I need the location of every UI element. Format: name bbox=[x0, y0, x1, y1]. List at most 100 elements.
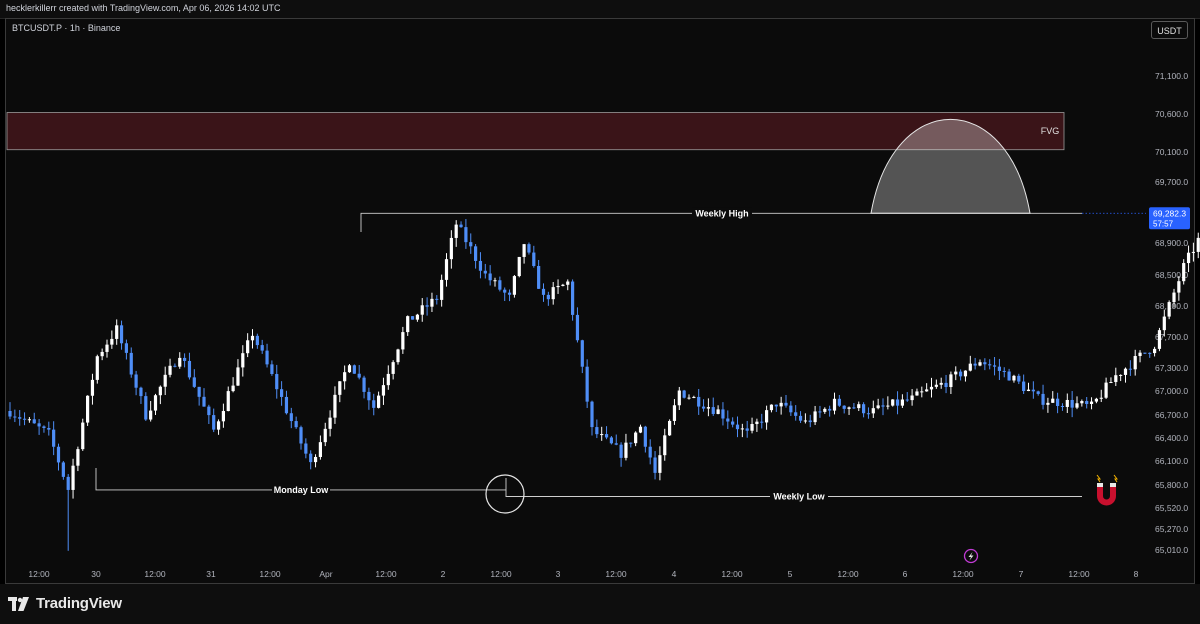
candle-body bbox=[580, 340, 584, 367]
candle-body bbox=[828, 408, 832, 411]
candle-body bbox=[697, 396, 701, 407]
candle-body bbox=[910, 395, 914, 401]
candle-body bbox=[22, 418, 27, 420]
candle-body bbox=[1186, 252, 1191, 264]
candle-body bbox=[265, 350, 269, 365]
candle-body bbox=[280, 389, 284, 397]
candle-body bbox=[1153, 348, 1157, 354]
candle-body bbox=[420, 305, 424, 315]
lightning-bolt bbox=[968, 552, 974, 561]
candle-body bbox=[66, 476, 70, 490]
candle-body bbox=[86, 395, 90, 423]
tradingview-logo[interactable]: TradingView bbox=[8, 595, 122, 612]
lightning-icon[interactable] bbox=[963, 548, 979, 564]
candle-body bbox=[1031, 389, 1035, 392]
candle-body bbox=[604, 434, 609, 438]
candle-body bbox=[1056, 398, 1060, 406]
magnet-spark-right bbox=[1113, 474, 1118, 483]
x-tick-label: 31 bbox=[206, 569, 216, 579]
y-tick-label: 71,100.0 bbox=[1155, 71, 1188, 81]
weekly-low-line bbox=[505, 478, 1082, 497]
candle-body bbox=[852, 407, 856, 409]
y-tick-label: 70,100.0 bbox=[1155, 147, 1188, 157]
candle-body bbox=[895, 399, 900, 406]
candle-body bbox=[294, 421, 298, 428]
candle-body bbox=[784, 402, 788, 406]
candle-body bbox=[517, 256, 521, 277]
candle-body bbox=[1012, 375, 1016, 381]
y-tick-label: 68,500.0 bbox=[1155, 270, 1188, 280]
candle-body bbox=[250, 335, 255, 341]
x-tick-label: 12:00 bbox=[1068, 569, 1090, 579]
candle-body bbox=[1085, 401, 1089, 404]
tradingview-logo-text: TradingView bbox=[36, 595, 122, 612]
candle-body bbox=[81, 422, 85, 450]
y-tick-label: 66,100.0 bbox=[1155, 456, 1188, 466]
candle-body bbox=[663, 435, 667, 456]
y-tick-label: 69,700.0 bbox=[1155, 177, 1188, 187]
candle-body bbox=[1089, 401, 1094, 404]
candle-body bbox=[216, 421, 221, 430]
candle-body bbox=[163, 374, 167, 387]
candle-body bbox=[1109, 382, 1113, 384]
candle-body bbox=[1007, 371, 1011, 381]
candle-body bbox=[692, 396, 696, 398]
candle-body bbox=[1041, 393, 1045, 405]
lightning-ring bbox=[963, 548, 979, 564]
candle-body bbox=[648, 446, 652, 458]
magnet-tip-right bbox=[1110, 483, 1116, 487]
candle-body bbox=[537, 265, 541, 289]
candle-body bbox=[983, 362, 987, 365]
candle-body bbox=[362, 377, 366, 392]
candle-body bbox=[1026, 389, 1031, 392]
candle-body bbox=[1177, 281, 1181, 293]
candle-body bbox=[687, 397, 691, 399]
magnet-icon[interactable] bbox=[1096, 474, 1118, 506]
candle-body bbox=[284, 396, 289, 414]
y-tick-label: 65,270.0 bbox=[1155, 524, 1188, 534]
candle-body bbox=[318, 442, 322, 457]
candle-body bbox=[706, 407, 710, 409]
candle-body bbox=[609, 437, 613, 444]
candle-body bbox=[1036, 391, 1040, 394]
candle-body bbox=[866, 413, 871, 415]
candle-body bbox=[1148, 352, 1152, 354]
candle-body bbox=[575, 314, 580, 341]
candle-body bbox=[905, 399, 909, 401]
candle-body bbox=[711, 407, 715, 414]
candle-body bbox=[1123, 368, 1128, 375]
candle-body bbox=[488, 273, 492, 281]
candle-body bbox=[236, 367, 240, 386]
y-tick-label: 65,520.0 bbox=[1155, 503, 1188, 513]
candle-body bbox=[304, 443, 308, 454]
candle-body bbox=[483, 270, 487, 274]
candle-body bbox=[765, 410, 769, 423]
candle-body bbox=[95, 356, 99, 380]
candle-body bbox=[183, 357, 187, 361]
candle-body bbox=[595, 427, 599, 435]
candle-body bbox=[963, 370, 968, 377]
candle-body bbox=[668, 420, 672, 436]
footer bbox=[0, 584, 1200, 624]
candle-body bbox=[1046, 402, 1050, 405]
candle-body bbox=[110, 338, 114, 345]
y-tick-label: 66,400.0 bbox=[1155, 433, 1188, 443]
candle-body bbox=[891, 399, 895, 406]
y-tick-label: 68,900.0 bbox=[1155, 238, 1188, 248]
candle-body bbox=[779, 402, 783, 407]
x-axis: 12:00 30 12:00 31 12:00 Apr 12:00 2 12:00 3 12:00 4… bbox=[28, 569, 1138, 579]
currency-button[interactable]: USDT bbox=[1151, 21, 1188, 39]
candle-body bbox=[672, 405, 677, 421]
candle-body bbox=[541, 288, 546, 295]
candle-body bbox=[876, 405, 880, 409]
candle-body bbox=[37, 423, 41, 427]
candle-body bbox=[32, 419, 36, 424]
weekly-high-label-bg bbox=[692, 207, 752, 220]
candle-body bbox=[1167, 302, 1171, 317]
candle-body bbox=[900, 399, 904, 406]
candle-body bbox=[357, 373, 361, 378]
candle-body bbox=[333, 394, 337, 418]
price-countdown: 57:57 bbox=[1153, 219, 1174, 228]
candle-body bbox=[347, 365, 352, 373]
